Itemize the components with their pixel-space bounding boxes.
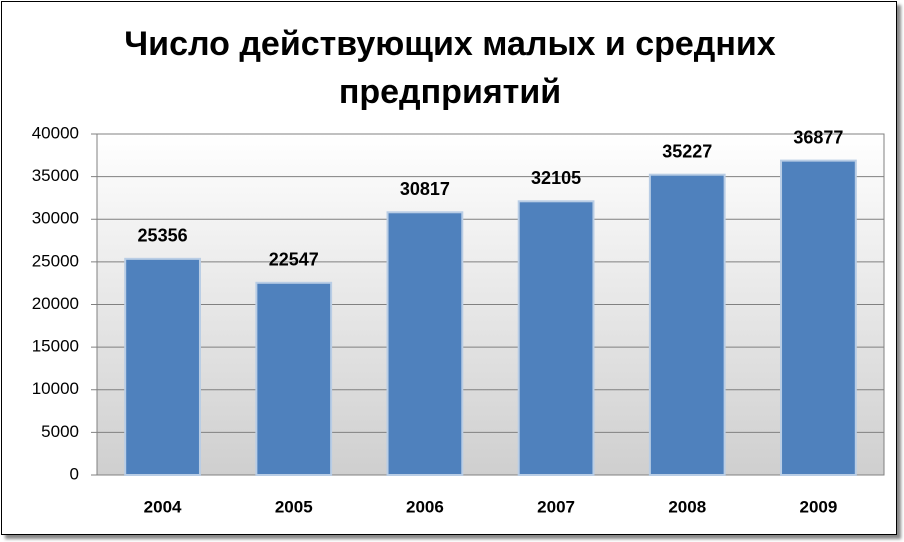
y-tick-label: 25000 (32, 251, 79, 270)
data-label: 25356 (138, 226, 188, 246)
x-tick-label: 2009 (800, 497, 838, 516)
x-tick-label: 2008 (668, 497, 706, 516)
bar (648, 173, 726, 476)
y-tick-label: 35000 (32, 166, 79, 185)
y-tick-label: 30000 (32, 209, 79, 228)
bar (780, 159, 857, 477)
y-tick-label: 15000 (32, 337, 79, 356)
data-label: 36877 (793, 127, 843, 147)
data-label: 32105 (531, 168, 581, 188)
data-label: 30817 (400, 179, 450, 199)
x-tick-label: 2006 (406, 497, 444, 516)
y-tick-label: 5000 (41, 422, 79, 441)
bar (386, 211, 464, 477)
bar (255, 281, 333, 477)
y-tick-label: 0 (70, 464, 79, 483)
y-tick-label: 20000 (32, 294, 79, 313)
data-label: 22547 (269, 250, 319, 270)
data-label: 35227 (662, 141, 712, 161)
y-tick-label: 10000 (32, 379, 79, 398)
x-tick-label: 2005 (275, 497, 313, 516)
x-tick-label: 2007 (537, 497, 575, 516)
x-tick-label: 2004 (144, 497, 182, 516)
chart-title: Число действующих малых и средних предпр… (124, 25, 776, 111)
y-tick-label: 40000 (32, 123, 79, 142)
bar (517, 200, 595, 476)
bar (124, 257, 201, 476)
